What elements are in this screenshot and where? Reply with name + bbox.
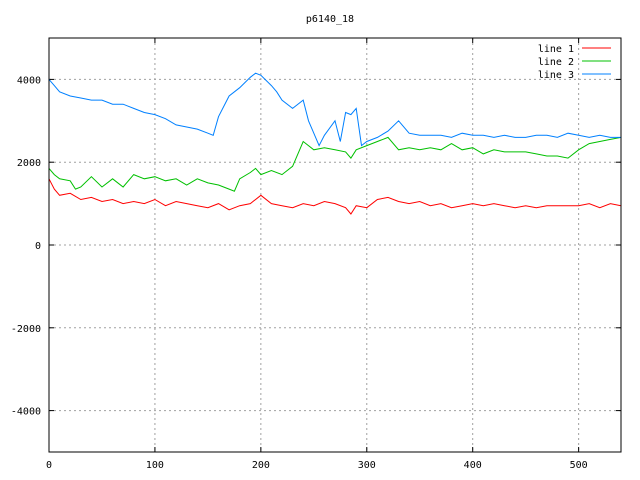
x-tick-label: 0 (46, 460, 52, 471)
grid (49, 38, 621, 452)
y-tick-label: 0 (35, 241, 41, 252)
plot-frame (48, 37, 622, 453)
legend-label: line 3 (538, 70, 574, 81)
series-line-line-2 (48, 136, 622, 192)
x-tick-label: 400 (464, 460, 482, 471)
x-tick-label: 200 (252, 460, 270, 471)
series-line-line-1 (48, 178, 622, 215)
legend-label: line 2 (538, 57, 574, 68)
legend-label: line 1 (538, 44, 574, 55)
y-tick-label: 4000 (17, 75, 41, 86)
y-tick-label: -4000 (11, 407, 41, 418)
legend: line 1 line 2 line 3 (538, 44, 611, 81)
x-tick-label: 100 (146, 460, 164, 471)
y-tick-label: -2000 (11, 324, 41, 335)
axes: 0 100 200 300 400 500 -4000 -2000 0 2000 4000 (11, 38, 621, 471)
x-tick-label: 500 (570, 460, 588, 471)
series-line-line-3 (48, 72, 621, 147)
y-tick-label: 2000 (17, 158, 41, 169)
series-layer (48, 72, 622, 215)
x-tick-label: 300 (358, 460, 376, 471)
chart-title: p6140_18 (306, 14, 354, 25)
